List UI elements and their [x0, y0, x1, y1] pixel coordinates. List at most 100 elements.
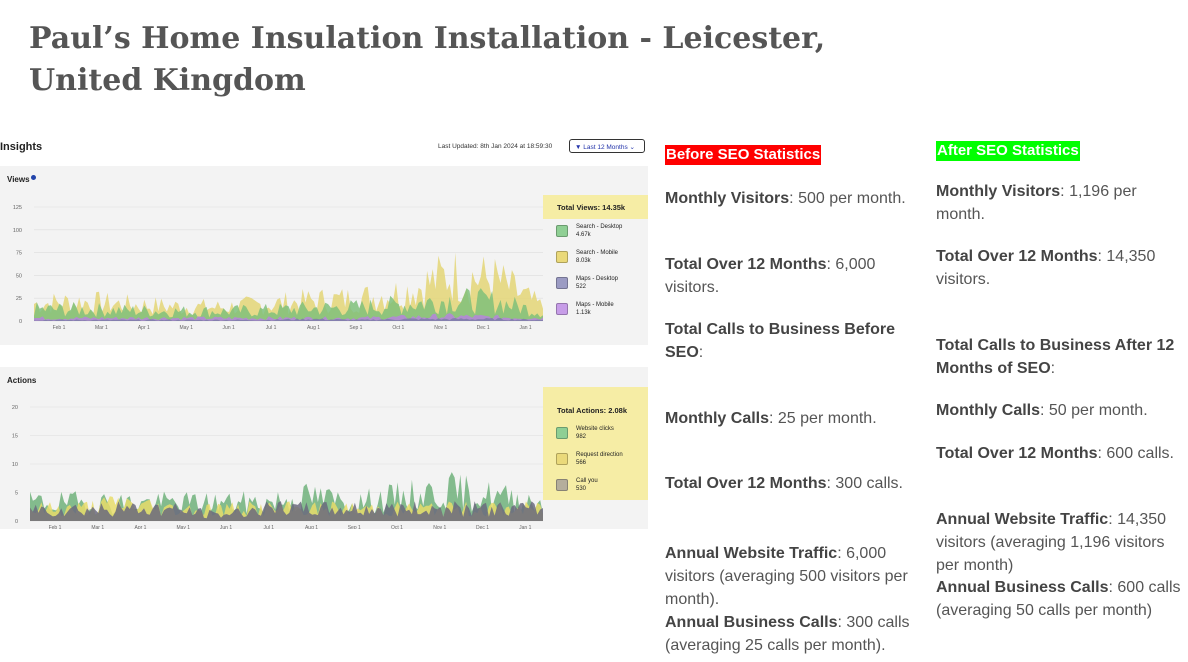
- legend-swatch: [556, 303, 568, 315]
- stat-value: : 6,000 visitors.: [665, 256, 876, 296]
- series-area-2: [30, 501, 543, 521]
- before-calls-heading: Total Calls to Business Before SEO:: [665, 321, 895, 361]
- before-annual-traffic: Annual Website Traffic: 6,000 visitors (…: [665, 542, 923, 611]
- y-tick-label: 100: [13, 228, 22, 234]
- views-total-box: Total Views: 14.35k: [543, 195, 648, 219]
- actions-chart-title: Actions: [7, 376, 37, 385]
- x-tick-label: Feb 1: [49, 525, 62, 529]
- x-tick-label: Apr 1: [138, 325, 150, 331]
- after-total-calls: Total Over 12 Months: 600 calls.: [936, 442, 1174, 465]
- legend-name: Website clicks: [576, 426, 614, 432]
- stat-value: : 1,196 per month.: [936, 183, 1137, 223]
- x-tick-label: Jun 1: [220, 525, 232, 529]
- x-tick-label: Aug 1: [307, 325, 320, 331]
- stat-label: Total Over 12 Months: [936, 248, 1098, 265]
- x-tick-label: Apr 1: [135, 525, 147, 529]
- stat-value: : 14,350 visitors (averaging 1,196 visit…: [936, 511, 1167, 574]
- legend-item-search-mobile[interactable]: Search - Mobile 8.03k: [556, 250, 651, 272]
- legend-swatch: [556, 453, 568, 465]
- stat-value: : 500 per month.: [789, 190, 906, 207]
- legend-swatch: [556, 479, 568, 491]
- after-annual-traffic: Annual Website Traffic: 14,350 visitors …: [936, 508, 1186, 577]
- legend-item-call-you[interactable]: Call you 530: [556, 478, 651, 500]
- y-tick-label: 0: [19, 319, 22, 325]
- legend-count: 982: [576, 434, 587, 440]
- x-tick-label: Oct 1: [391, 525, 403, 529]
- x-tick-label: Jul 1: [263, 525, 274, 529]
- last-updated-text: Last Updated: 8th Jan 2024 at 18:59:30: [438, 143, 553, 150]
- x-tick-label: Jul 1: [266, 325, 277, 331]
- legend-count: 530: [576, 486, 587, 492]
- actions-chart-panel: 0 5 10 15 20 Feb 1 Mar 1 Apr 1 May 1 Jun 1 Jul 1 Au…: [0, 367, 648, 529]
- stat-value: : 14,350 visitors.: [936, 248, 1156, 288]
- stat-label: Annual Website Traffic: [665, 545, 838, 562]
- x-tick-label: Nov 1: [433, 525, 446, 529]
- y-tick-label: 5: [15, 491, 18, 497]
- legend-item-maps-mobile[interactable]: Maps - Mobile 1.13k: [556, 302, 651, 324]
- y-tick-label: 25: [16, 296, 22, 302]
- y-tick-label: 15: [12, 434, 18, 440]
- before-seo-heading: Before SEO Statistics: [665, 145, 822, 165]
- legend-swatch: [556, 225, 568, 237]
- legend-count: 1.13k: [576, 310, 591, 316]
- legend-item-website-clicks[interactable]: Website clicks 982: [556, 426, 651, 448]
- legend-swatch: [556, 427, 568, 439]
- legend-count: 522: [576, 284, 587, 290]
- y-tick-label: 50: [16, 273, 22, 279]
- legend-item-request-direction[interactable]: Request direction 566: [556, 452, 651, 474]
- x-tick-label: Dec 1: [476, 525, 489, 529]
- stat-label: Monthly Calls: [936, 402, 1041, 419]
- stat-label: Total Over 12 Months: [936, 445, 1098, 462]
- before-monthly-visitors: Monthly Visitors: 500 per month.: [665, 187, 906, 210]
- x-tick-label: Mar 1: [95, 325, 108, 331]
- views-total: Total Views: 14.35k: [557, 203, 626, 212]
- legend-count: 566: [576, 460, 587, 466]
- x-tick-label: Jan 1: [519, 525, 531, 529]
- x-tick-label: Nov 1: [434, 325, 447, 331]
- y-tick-label: 10: [12, 462, 18, 468]
- actions-total: Total Actions: 2.08k: [557, 406, 628, 415]
- views-chart-panel: 0 25 50 75 100 125 Feb 1 Mar 1 Apr 1 May 1 Jun 1 Ju…: [0, 166, 648, 345]
- stat-value: : 300 calls.: [826, 475, 903, 492]
- y-tick-label: 125: [13, 205, 22, 211]
- x-tick-label: Aug 1: [305, 525, 318, 529]
- legend-name: Search - Mobile: [576, 250, 619, 256]
- x-tick-label: Jun 1: [223, 325, 235, 331]
- before-annual-calls: Annual Business Calls: 300 calls (averag…: [665, 611, 923, 657]
- views-title-text: Views: [7, 175, 30, 184]
- legend-swatch: [556, 251, 568, 263]
- after-calls-heading: Total Calls to Business After 12 Months …: [936, 337, 1175, 377]
- x-tick-label: Oct 1: [392, 325, 404, 331]
- y-tick-label: 75: [16, 251, 22, 257]
- legend-name: Call you: [576, 478, 598, 484]
- legend-name: Maps - Mobile: [576, 302, 614, 308]
- series-area-3: [34, 318, 543, 321]
- series-area-1: [34, 288, 543, 321]
- stat-value: : 600 calls.: [1097, 445, 1174, 462]
- filter-label: Last 12 Months: [583, 144, 628, 151]
- legend-name: Search - Desktop: [576, 224, 623, 230]
- stat-label: Monthly Calls: [665, 410, 770, 427]
- before-total-calls: Total Over 12 Months: 300 calls.: [665, 472, 903, 495]
- legend-item-search-desktop[interactable]: Search - Desktop 4.67k: [556, 224, 651, 246]
- info-icon[interactable]: [30, 175, 36, 180]
- x-tick-label: May 1: [176, 525, 190, 529]
- legend-name: Request direction: [576, 452, 623, 458]
- date-range-filter[interactable]: ▼ Last 12 Months ⌄: [569, 139, 645, 153]
- chevron-down-icon: ⌄: [629, 144, 635, 151]
- x-tick-label: May 1: [179, 325, 193, 331]
- legend-item-maps-desktop[interactable]: Maps - Desktop 522: [556, 276, 651, 298]
- y-tick-label: 20: [12, 405, 18, 411]
- before-monthly-calls: Monthly Calls: 25 per month.: [665, 407, 877, 430]
- x-tick-label: Dec 1: [477, 325, 490, 331]
- series-area-0: [34, 252, 543, 321]
- stat-label: Monthly Visitors: [936, 183, 1061, 200]
- stat-label: Total Over 12 Months: [665, 475, 827, 492]
- legend-count: 4.67k: [576, 232, 591, 238]
- views-chart-title: Views: [7, 175, 36, 184]
- stat-value: : 300 calls (averaging 25 calls per mont…: [665, 614, 910, 654]
- stat-label: Annual Business Calls: [936, 579, 1109, 596]
- stat-label: Annual Website Traffic: [936, 511, 1109, 528]
- legend-count: 8.03k: [576, 258, 591, 264]
- stat-label: Monthly Visitors: [665, 190, 790, 207]
